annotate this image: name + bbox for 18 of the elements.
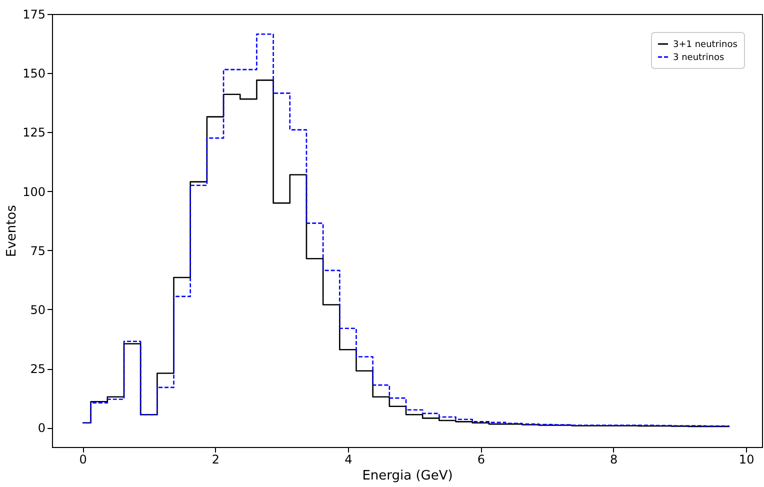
x-tick-label: 2: [212, 452, 220, 466]
x-tick-label: 4: [344, 452, 352, 466]
legend-label: 3 neutrinos: [673, 53, 724, 63]
y-tick-label: 50: [30, 302, 46, 317]
x-tick-label: 8: [610, 452, 618, 466]
y-tick-label: 150: [22, 66, 46, 81]
y-tick-label: 25: [30, 362, 46, 376]
y-tick-label: 0: [38, 421, 46, 436]
legend-label: 3+1 neutrinos: [673, 40, 738, 50]
y-tick-label: 75: [30, 244, 46, 258]
y-axis-title: Eventos: [4, 204, 20, 257]
y-tick-label: 125: [22, 126, 46, 140]
x-tick-label: 0: [79, 452, 87, 466]
y-tick-label: 175: [22, 8, 46, 22]
x-axis-title: Energia (GeV): [362, 468, 453, 484]
x-tick-label: 6: [477, 452, 485, 466]
y-tick-label: 100: [22, 184, 46, 199]
x-tick-label: 10: [738, 452, 754, 466]
